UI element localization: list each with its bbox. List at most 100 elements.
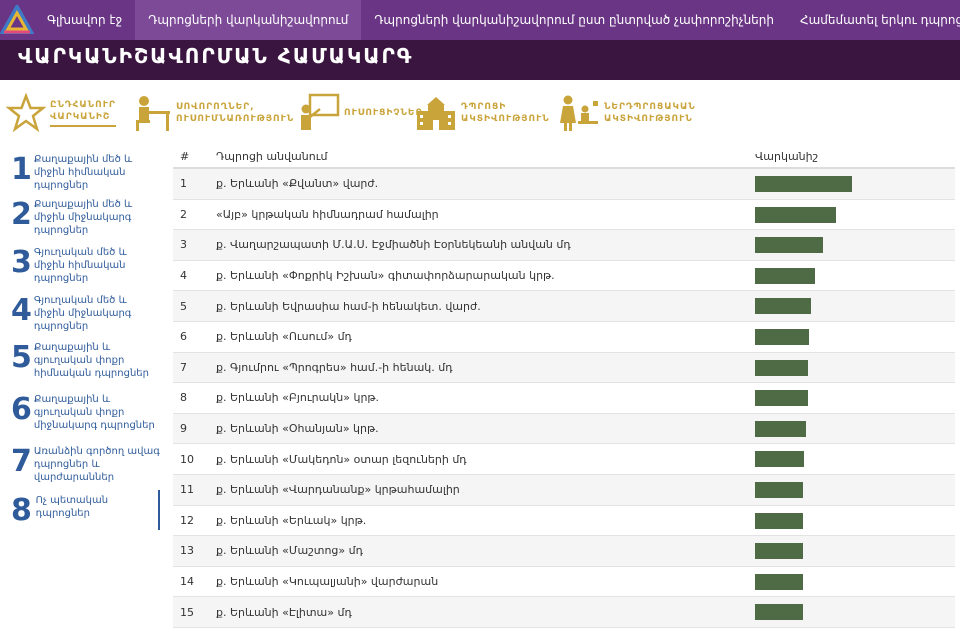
row-rating-cell: [755, 597, 955, 627]
sidebar-item-number: 6: [11, 392, 32, 427]
category-school-activity-line1: ԴՊՐՈՑԻ: [461, 102, 507, 112]
school-building-icon: [417, 97, 455, 130]
table-row[interactable]: 15 ք. Երևանի «Էլիտա» մդ: [173, 597, 955, 628]
rating-bar: [755, 206, 836, 223]
category-students[interactable]: ՍՈՎՈՐՈՂՆԵՐ, ՈՒՍՈՒՄՆԱՌՈՒԹՅՈՒՆ: [132, 88, 294, 138]
rating-bar: [755, 543, 803, 560]
rating-bar: [755, 481, 803, 498]
sidebar-item-7[interactable]: 7 Առանձին գործող ավագ դպրոցներ և վարժարա…: [0, 441, 160, 484]
table-row[interactable]: 1 ք. Երևանի «Քվանտ» վարժ.: [173, 169, 955, 200]
header-num[interactable]: #: [180, 149, 190, 163]
table-row[interactable]: 3 ք. Վաղարշապատի Մ.Ա.Ս. Էջմիածնի Էօրնեկեա…: [173, 230, 955, 261]
row-school-name[interactable]: ք. Երևանի Եվրասիա համ-ի հենակետ. վարժ.: [216, 299, 481, 313]
header-school-name[interactable]: Դպրոցի անվանում: [216, 149, 328, 163]
table-row[interactable]: 13 ք. Երևանի «Մաշտոց» մդ: [173, 536, 955, 567]
row-rating-cell: [755, 475, 955, 505]
sidebar-item-1[interactable]: 1 Քաղաքային մեծ և միջին հիմնական դպրոցնե…: [0, 149, 160, 192]
table-body: 1 ք. Երևանի «Քվանտ» վարժ. 2 «Այբ» կրթական հ…: [173, 169, 955, 628]
sidebar-item-6[interactable]: 6 Քաղաքային և գյուղական փոքր միջնակարգ դ…: [0, 389, 160, 432]
row-number: 4: [180, 269, 187, 283]
nav-ranking-by-criteria[interactable]: Դպրոցների վարկանիշավորում ըստ ընտրված չա…: [374, 13, 774, 27]
sidebar-item-label: Քաղաքային մեծ և միջին միջնակարգ դպրոցներ: [33, 199, 133, 236]
row-school-name[interactable]: ք. Երևանի «Մակեդոն» օտար լեզուների մդ: [216, 452, 467, 466]
table-row[interactable]: 9 ք. Երևանի «Օհանյան» կրթ.: [173, 413, 955, 445]
row-school-name[interactable]: ք. Երևանի «Մաշտոց» մդ: [216, 544, 363, 558]
sidebar-item-4[interactable]: 4 Գյուղական մեծ և միջին միջնակարգ դպրոցն…: [0, 290, 160, 333]
category-teachers-line2: ՈՒՍՈՒՑԻՉՆԵՐ: [344, 108, 423, 118]
row-school-name[interactable]: ք. Երևանի «Կուպալյանի» վարժարան: [216, 575, 439, 589]
sidebar-item-label: Գյուղական մեծ և միջին հիմնական դպրոցներ: [33, 247, 127, 284]
row-school-name[interactable]: ք. Երևանի «Օհանյան» կրթ.: [216, 422, 379, 436]
sidebar-item-8[interactable]: 8 Ոչ պետական դպրոցներ: [0, 490, 160, 530]
row-number: 1: [180, 177, 187, 191]
rating-bar: [755, 359, 808, 376]
row-number: 6: [180, 330, 187, 344]
sidebar-item-2[interactable]: 2 Քաղաքային մեծ և միջին միջնակարգ դպրոցն…: [0, 194, 160, 237]
row-number: 5: [180, 299, 187, 313]
row-school-name[interactable]: ք. Գյումրու «Պրոգրես» համ.-ի հենակ. մդ: [216, 360, 453, 374]
row-school-name[interactable]: ք. Երևանի «Վարդանանք» կրթահամալիր: [216, 483, 460, 497]
row-school-name[interactable]: «Այբ» կրթական հիմնադրամ համալիր: [216, 207, 439, 221]
row-rating-cell: [755, 444, 955, 474]
category-overall[interactable]: ԸՆԴՀԱՆՈՒՐ ՎԱՐԿԱՆԻՇ: [6, 88, 116, 138]
table-row[interactable]: 8 ք. Երևանի «Բյուրակն» կրթ.: [173, 383, 955, 414]
table-header: # Դպրոցի անվանում Վարկանիշ: [173, 145, 955, 169]
category-overall-line2: ՎԱՐԿԱՆԻՇ: [50, 112, 111, 122]
row-school-name[interactable]: ք. Երևանի «Բյուրակն» կրթ.: [216, 391, 380, 405]
table-row[interactable]: 5 ք. Երևանի Եվրասիա համ-ի հենակետ. վարժ.: [173, 291, 955, 322]
sidebar-item-number: 8: [11, 493, 32, 528]
row-number: 10: [180, 452, 194, 466]
row-school-name[interactable]: ք. Երևանի «Ուսում» մդ: [216, 330, 352, 344]
row-school-name[interactable]: ք. Վաղարշապատի Մ.Ա.Ս. Էջմիածնի Էօրնեկեան…: [216, 238, 571, 252]
rating-bar: [755, 328, 809, 345]
table-row[interactable]: 6 ք. Երևանի «Ուսում» մդ: [173, 322, 955, 353]
row-rating-cell: [755, 200, 955, 230]
row-number: 7: [180, 360, 187, 374]
header-rating[interactable]: Վարկանիշ: [755, 149, 819, 163]
logo-icon: [0, 5, 34, 34]
category-inschool-activity[interactable]: ՆԵՐԴՊՐՈՑԱԿԱՆ ԱԿՏԻՎՈՒԹՅՈՒՆ: [560, 88, 696, 138]
row-rating-cell: [755, 261, 955, 291]
sidebar-item-label: Քաղաքային և գյուղական փոքր հիմնական դպրո…: [33, 342, 149, 379]
top-nav: Գլխավոր էջ Դպրոցների վարկանիշավորում Դպր…: [0, 0, 960, 40]
row-school-name[interactable]: ք. Երևանի «Քվանտ» վարժ.: [216, 177, 379, 191]
sidebar-item-number: 4: [11, 293, 32, 328]
sidebar-item-5[interactable]: 5 Քաղաքային և գյուղական փոքր հիմնական դպ…: [0, 337, 160, 380]
category-school-activity[interactable]: ԴՊՐՈՑԻ ԱԿՏԻՎՈՒԹՅՈՒՆ: [415, 88, 550, 138]
rating-bar: [755, 267, 815, 284]
nav-home[interactable]: Գլխավոր էջ: [47, 13, 123, 27]
category-teachers[interactable]: ՈՒՍՈՒՑԻՉՆԵՐ: [298, 88, 422, 138]
table-row[interactable]: 12 ք. Երևանի «Երևակ» կրթ.: [173, 506, 955, 537]
row-number: 15: [180, 605, 194, 619]
row-rating-cell: [755, 353, 955, 383]
rating-bar: [755, 390, 808, 407]
table-row[interactable]: 14 ք. Երևանի «Կուպալյանի» վարժարան: [173, 567, 955, 598]
row-school-name[interactable]: ք. Երևանի «Երևակ» կրթ.: [216, 513, 367, 527]
category-students-line1: ՍՈՎՈՐՈՂՆԵՐ,: [176, 102, 255, 112]
category-bar: ԸՆԴՀԱՆՈՒՐ ՎԱՐԿԱՆԻՇ ՍՈՎՈՐՈՂՆԵՐ, ՈՒՍՈՒՄՆԱՌ…: [0, 80, 960, 142]
sidebar-item-3[interactable]: 3 Գյուղական մեծ և միջին հիմնական դպրոցնե…: [0, 242, 160, 285]
table-row[interactable]: 11 ք. Երևանի «Վարդանանք» կրթահամալիր: [173, 474, 955, 506]
row-rating-cell: [755, 414, 955, 444]
table-row[interactable]: 10 ք. Երևանի «Մակեդոն» օտար լեզուների մդ: [173, 444, 955, 475]
table-row[interactable]: 4 ք. Երևանի «Փոքրիկ Իշխան» գիտափորձարարակ…: [173, 261, 955, 292]
nav-compare-schools[interactable]: Համեմատել երկու դպրոց: [800, 13, 960, 27]
nav-school-ranking[interactable]: Դպրոցների վարկանիշավորում: [135, 0, 362, 40]
star-icon: [6, 93, 46, 133]
row-rating-cell: [755, 536, 955, 566]
table-row[interactable]: 2 «Այբ» կրթական հիմնադրամ համալիր: [173, 200, 955, 231]
rating-bar: [755, 420, 806, 437]
row-number: 12: [180, 513, 194, 527]
row-school-name[interactable]: ք. Երևանի «Էլիտա» մդ: [216, 605, 352, 619]
rating-bar: [755, 604, 803, 621]
row-number: 11: [180, 483, 194, 497]
sidebar-item-label: Գյուղական մեծ և միջին միջնակարգ դպրոցներ: [33, 295, 132, 332]
sidebar-item-number: 2: [11, 197, 32, 232]
people-activity-icon: [560, 95, 598, 131]
ranking-table: # Դպրոցի անվանում Վարկանիշ 1 ք. Երևանի «Ք…: [173, 145, 955, 628]
student-desk-icon: [136, 96, 170, 131]
table-row[interactable]: 7 ք. Գյումրու «Պրոգրես» համ.-ի հենակ. մդ: [173, 352, 955, 384]
sidebar-item-label: Քաղաքային և գյուղական փոքր միջնակարգ դպր…: [33, 394, 155, 431]
row-school-name[interactable]: ք. Երևանի «Փոքրիկ Իշխան» գիտափորձարարակա…: [216, 269, 555, 283]
logo[interactable]: [0, 0, 34, 40]
